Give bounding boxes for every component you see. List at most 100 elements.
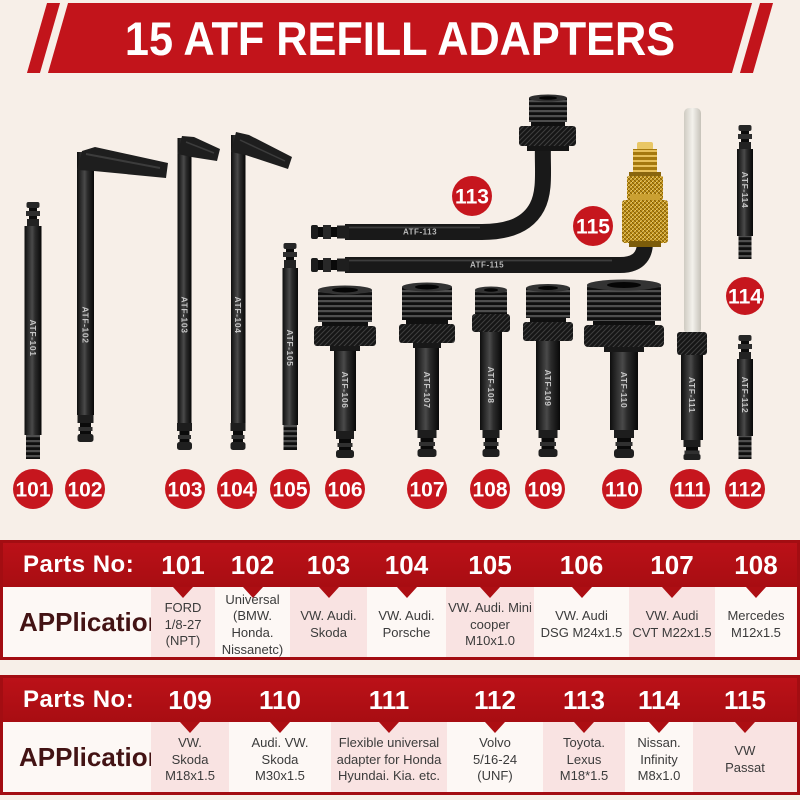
pointer-triangle [180,722,200,733]
application-cell: VW. Audi. Mini cooper M10x1.0 [446,587,534,657]
badge-109: 109 [525,469,565,509]
application-cell: VW. Audi CVT M22x1.5 [629,587,715,657]
pointer-triangle [649,722,669,733]
application-text: VW. Audi. Mini cooper M10x1.0 [448,600,532,649]
badge-105: 105 [270,469,310,509]
application-text: VW. Audi. Skoda [300,608,357,640]
pointer-triangle [485,722,505,733]
adapter-atf-115: ATF-115 [311,142,668,273]
adapter-atf-113: ATF-113 [311,94,576,240]
application-text: VW. Audi CVT M22x1.5 [632,608,712,640]
pointer-triangle [571,587,592,598]
application-text: VW. Audi. Porsche [378,608,435,640]
badge-106: 106 [325,469,365,509]
adapter-label: ATF-112 [740,377,750,414]
adapter-atf-101: ATF-101 [24,202,42,459]
pointer-triangle [173,587,193,598]
adapter-label: ATF-111 [687,377,697,413]
pointer-triangle [270,722,290,733]
adapter-label: ATF-106 [340,371,350,408]
pointer-triangle [318,587,339,598]
application-text: Flexible universal adapter for Honda Hyu… [336,735,442,784]
pointer-triangle [242,587,263,598]
badge-104: 104 [217,469,257,509]
title-banner: 15 ATF REFILL ADAPTERS [0,0,800,80]
badge-number: 107 [409,479,444,502]
part-number: 112 [474,684,516,715]
badge-114: 114 [726,277,764,315]
adapter-label: ATF-105 [285,329,295,366]
application-cell: VW. Audi. Porsche [367,587,446,657]
brass-fitting [622,142,668,247]
adapter-label: ATF-109 [543,369,553,406]
pointer-triangle [480,587,500,598]
pointer-triangle [735,722,755,733]
badge-number: 110 [605,479,639,502]
part-number: 111 [368,684,410,715]
application-cell: VW. Skoda M18x1.5 [151,722,229,792]
parts-table-1-header: Parts No: 101 102 103 104 105 106 107 10… [3,543,797,587]
application-cell: VW. Audi. Skoda [290,587,367,657]
adapter-atf-112: ATF-112 [737,335,753,459]
parts-no-label: Parts No: [23,551,135,578]
badge-number: 106 [327,479,362,502]
badge-102: 102 [65,469,105,509]
application-text: Audi. VW. Skoda M30x1.5 [251,735,309,784]
adapter-atf-107: ATF-107 [399,282,455,457]
application-cell: Mercedes M12x1.5 [715,587,797,657]
adapter-atf-110: ATF-110 [584,279,664,458]
part-number: 107 [650,549,694,580]
badge-112: 112 [725,469,765,509]
part-number: 101 [161,549,205,580]
badge-107: 107 [407,469,447,509]
adapter-atf-108: ATF-108 [472,286,510,457]
application-text: Nissan. Infinity M8x1.0 [637,735,681,784]
banner-slash-right [731,3,761,73]
adapter-label: ATF-113 [403,228,437,237]
application-text: Toyota. Lexus M18*1.5 [559,735,609,784]
application-cell: Flexible universal adapter for Honda Hyu… [331,722,447,792]
badge-number: 109 [527,479,562,502]
badge-108: 108 [470,469,510,509]
adapter-atf-102: ATF-102 [77,147,168,442]
application-cell: VW. Audi DSG M24x1.5 [534,587,629,657]
application-text: FORD 1/8-27 (NPT) [164,600,202,649]
badge-110: 110 [602,469,642,509]
application-cell: Universal (BMW. Honda. Nissanetc) [215,587,290,657]
part-number: 114 [638,684,680,715]
application-cell: Audi. VW. Skoda M30x1.5 [229,722,331,792]
table-gap [0,660,800,675]
banner-slash-left [39,3,69,73]
application-cell: Volvo 5/16-24 (UNF) [447,722,543,792]
badge-number: 102 [67,479,102,502]
application-label: APPlication [19,606,164,637]
parts-table-2-header: Parts No: 109 110 111 112 113 114 115 [3,678,797,722]
badge-113: 113 [452,176,492,216]
application-text: Volvo 5/16-24 (UNF) [472,735,518,784]
adapter-label: ATF-101 [28,319,38,356]
adapter-label: ATF-110 [619,372,629,409]
adapter-atf-114: ATF-114 [737,125,753,259]
pointer-triangle [574,722,594,733]
application-cell: Nissan. Infinity M8x1.0 [625,722,693,792]
part-number: 104 [384,549,429,580]
application-cell: VW Passat [693,722,797,792]
badge-number: 104 [219,479,254,502]
pointer-triangle [396,587,417,598]
application-cell: FORD 1/8-27 (NPT) [151,587,215,657]
pointer-triangle [746,587,766,598]
application-text: VW. Skoda M18x1.5 [165,735,215,784]
part-number: 103 [306,549,351,580]
badge-number: 114 [728,286,762,309]
parts-table-2: Parts No: 109 110 111 112 113 114 115 AP… [0,675,800,795]
application-label: APPlication [19,741,164,772]
application-text: Mercedes M12x1.5 [727,608,785,640]
adapter-label: ATF-114 [740,172,750,209]
application-text: VW. Audi DSG M24x1.5 [540,608,623,640]
adapter-atf-104: ATF-104 [230,132,292,450]
badge-number: 112 [728,479,762,502]
badge-number: 105 [272,479,307,502]
page-title: 15 ATF REFILL ADAPTERS [124,11,676,65]
part-number: 105 [468,549,512,580]
title-band: 15 ATF REFILL ADAPTERS [26,3,774,73]
